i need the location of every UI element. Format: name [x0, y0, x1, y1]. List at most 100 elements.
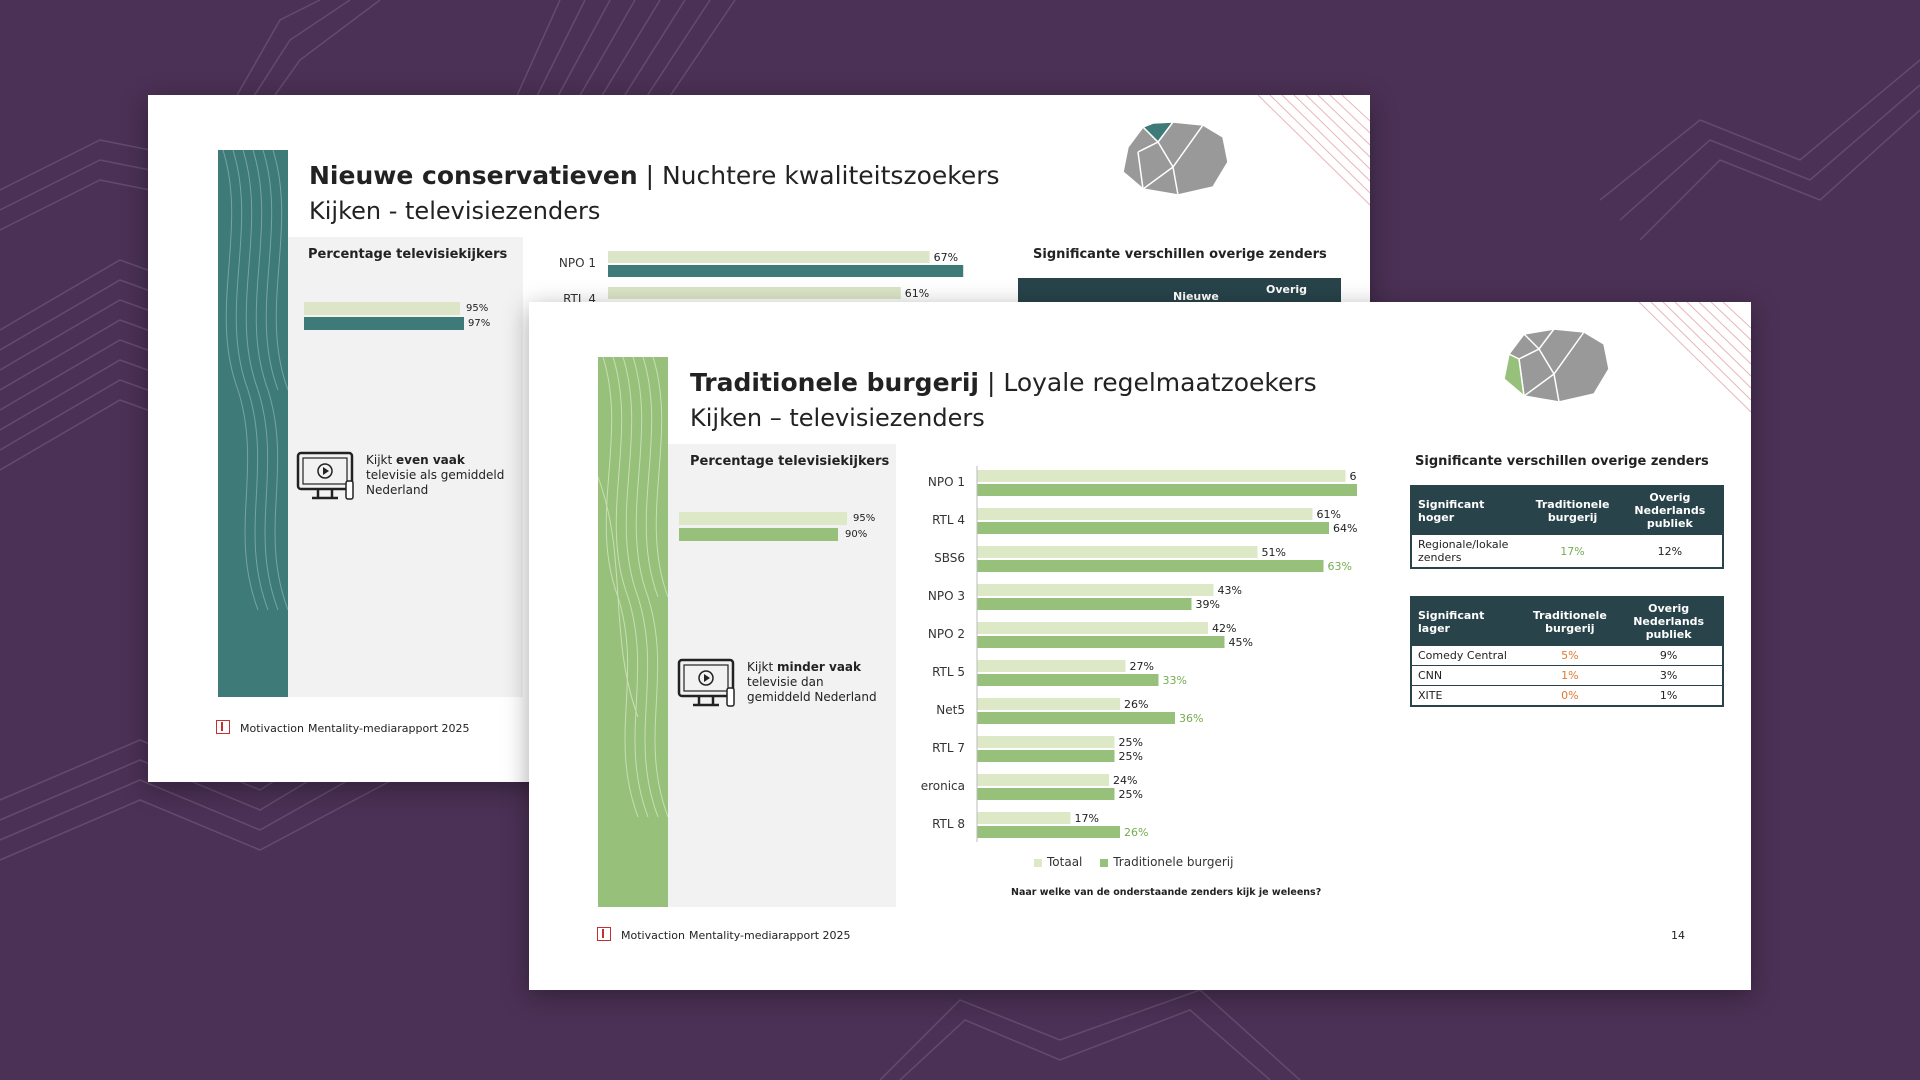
viewing-caption: Kijkt even vaak televisie als gemiddeld …: [366, 453, 506, 498]
survey-question: Naar welke van de onderstaande zenders k…: [1011, 887, 1322, 898]
th-other: Overig Nederlands publiek: [1615, 597, 1723, 646]
th-group: Traditionele burgerij: [1524, 597, 1616, 646]
slide-traditionele-burgerij: Traditionele burgerij | Loyale regelmaat…: [529, 302, 1751, 990]
th-other: Overig Nederlands publiek: [1617, 486, 1723, 535]
bar-totaal: [977, 698, 1120, 710]
category-label: SBS6: [934, 551, 965, 565]
sig-title: Significante verschillen overige zenders: [1415, 454, 1709, 469]
bar-totaal: [977, 774, 1109, 786]
data-label: 45%: [1229, 636, 1253, 649]
category-label: RTL 8: [932, 817, 965, 831]
data-label: 24%: [1113, 774, 1137, 787]
accent-stripe: [598, 357, 668, 907]
cell-other-value: 12%: [1617, 534, 1723, 568]
data-label: 63%: [1328, 560, 1352, 573]
table-row: XITE 0% 1%: [1411, 685, 1723, 706]
table-significant-higher: Significant hoger Traditionele burgerij …: [1410, 485, 1724, 569]
bar-totaal: [977, 546, 1258, 558]
footer-brand: Motivaction: [240, 722, 304, 735]
caption-bold: minder vaak: [777, 660, 861, 674]
group-viewers-bar: [679, 528, 838, 541]
bar-totaal: [977, 584, 1214, 596]
bar-totaal: [977, 736, 1115, 748]
cell-channel: CNN: [1411, 665, 1525, 686]
slide-title-rest: Loyale regelmaatzoekers: [1003, 368, 1317, 397]
title-separator: |: [979, 368, 1004, 397]
legend-totaal: Totaal: [1047, 855, 1083, 869]
accent-stripe: [218, 150, 288, 697]
data-label: 39%: [1196, 598, 1220, 611]
legend-swatch-group: [1100, 858, 1109, 867]
data-label: 61%: [905, 287, 929, 300]
cell-other-value: 1%: [1615, 685, 1723, 706]
legend-swatch-totaal: [1034, 858, 1042, 867]
cell-other-value: 3%: [1615, 665, 1723, 686]
corner-hatch-decoration: [1639, 302, 1751, 413]
th-label: Significant lager: [1411, 597, 1525, 646]
bar-group: [977, 712, 1175, 724]
chart-legend: Totaal Traditionele burgerij: [1034, 855, 1233, 869]
box-title: Percentage televisiekijkers: [308, 247, 508, 262]
th-group: Traditionele burgerij: [1527, 486, 1618, 535]
slide-title-bold: Nieuwe conservatieven: [309, 161, 638, 190]
segment-map-icon: [1122, 121, 1229, 196]
category-label: eronica: [921, 779, 965, 793]
cell-other-value: 9%: [1615, 645, 1723, 666]
box-title: Percentage televisiekijkers: [690, 454, 890, 469]
table-row: Regionale/lokale zenders 17% 12%: [1411, 534, 1723, 568]
category-label: RTL 7: [932, 741, 965, 755]
bar-totaal: [977, 622, 1208, 634]
cell-channel: XITE: [1411, 685, 1525, 706]
category-label: NPO 2: [928, 627, 965, 641]
data-label: 33%: [1163, 674, 1187, 687]
bar-group: [977, 522, 1329, 534]
group-viewers-bar: [304, 317, 464, 330]
data-label: 42%: [1212, 622, 1236, 635]
category-label: NPO 1: [928, 475, 965, 489]
total-viewers-label: 95%: [466, 303, 489, 314]
cell-channel: Comedy Central: [1411, 645, 1525, 666]
bar-group: [977, 598, 1192, 610]
cell-group-value: 1%: [1524, 665, 1616, 686]
bar-totaal: [608, 251, 930, 263]
bar-group: [977, 484, 1357, 496]
table-header-row: Significant hoger Traditionele burgerij …: [1411, 486, 1723, 535]
table-significant-lower: Significant lager Traditionele burgerij …: [1410, 596, 1724, 707]
total-viewers-bar: [679, 512, 847, 525]
data-label: 17%: [1075, 812, 1099, 825]
group-viewers-label: 97%: [468, 318, 491, 329]
bar-group: [977, 788, 1115, 800]
slide-subtitle: Kijken - televisiezenders: [309, 197, 601, 225]
slide-subtitle: Kijken – televisiezenders: [690, 404, 985, 432]
tv-play-icon: [296, 451, 354, 500]
page-number: 14: [1671, 929, 1685, 942]
table-row: Comedy Central 5% 9%: [1411, 645, 1723, 666]
motivaction-logo: [597, 927, 611, 941]
total-viewers-bar: [304, 302, 460, 315]
footer-report: Mentality-mediarapport 2025: [689, 929, 851, 942]
data-label: 25%: [1119, 788, 1143, 801]
sig-table-col2: Overig: [1266, 283, 1308, 296]
data-label: 26%: [1124, 698, 1148, 711]
slide-title-rest: Nuchtere kwaliteitszoekers: [661, 161, 1000, 190]
data-label: 43%: [1218, 584, 1242, 597]
segment-map-icon: [1503, 328, 1610, 403]
category-label: RTL 4: [932, 513, 965, 527]
bar-totaal: [977, 660, 1126, 672]
footer-report: Mentality-mediarapport 2025: [308, 722, 470, 735]
th-label: Significant hoger: [1411, 486, 1528, 535]
data-label: 61%: [1317, 508, 1341, 521]
data-label: 67%: [1350, 470, 1358, 483]
bar-group: [977, 560, 1324, 572]
bar-group: [977, 636, 1225, 648]
slide-title-bold: Traditionele burgerij: [690, 368, 979, 397]
sig-title: Significante verschillen overige zenders: [1033, 247, 1327, 262]
bar-group: [977, 750, 1115, 762]
caption-pre: Kijkt: [747, 660, 778, 674]
back-bar-chart: NPO 167%74%RTL 461%: [559, 251, 968, 306]
motivaction-logo: [216, 720, 230, 734]
title-separator: |: [637, 161, 662, 190]
bar-totaal: [977, 812, 1071, 824]
corner-hatch-decoration: [1258, 95, 1370, 206]
